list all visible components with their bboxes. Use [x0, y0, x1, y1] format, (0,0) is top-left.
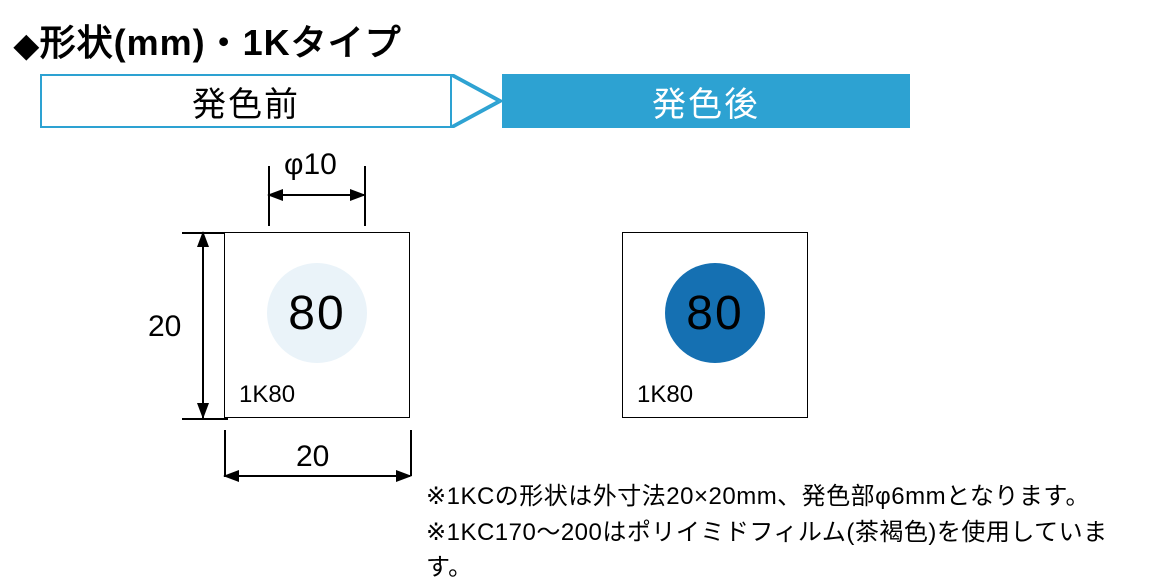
sample-box-before: 80 1K80 — [224, 232, 410, 418]
chevron-icon — [452, 74, 502, 128]
indicator-circle-after: 80 — [665, 263, 765, 363]
arrow-head-icon — [195, 403, 211, 419]
width-label: 20 — [296, 440, 329, 474]
arrow-head-icon — [396, 468, 412, 484]
indicator-number: 80 — [288, 286, 345, 341]
header-before: 発色前 — [40, 74, 452, 128]
indicator-number: 80 — [686, 286, 743, 341]
arrow-head-icon — [223, 468, 239, 484]
title-text: 形状(mm)・1Kタイプ — [40, 22, 402, 63]
note-line-2: ※1KC170〜200はポリイミドフィルム(茶褐色)を使用しています。 — [426, 512, 1140, 582]
height-label: 20 — [148, 310, 181, 344]
note-line-1: ※1KCの形状は外寸法20×20mm、発色部φ6mmとなります。 — [426, 476, 1090, 511]
diagram-area: φ10 20 20 80 1K80 80 1K80 ※1KCの形状は外寸法20×… — [40, 150, 1140, 570]
diamond-icon: ◆ — [14, 26, 40, 64]
header-row: 発色前 発色後 — [40, 74, 910, 128]
indicator-circle-before: 80 — [267, 263, 367, 363]
arrow-head-icon — [267, 187, 283, 203]
model-label: 1K80 — [637, 381, 693, 409]
dim-arrow — [202, 232, 204, 418]
arrow-head-icon — [195, 231, 211, 247]
phi-label: φ10 — [284, 148, 337, 182]
header-after: 発色後 — [502, 74, 910, 128]
arrow-head-icon — [350, 187, 366, 203]
model-label: 1K80 — [239, 381, 295, 409]
section-title: ◆形状(mm)・1Kタイプ — [14, 14, 402, 66]
sample-box-after: 80 1K80 — [622, 232, 808, 418]
dim-arrow — [224, 475, 410, 477]
